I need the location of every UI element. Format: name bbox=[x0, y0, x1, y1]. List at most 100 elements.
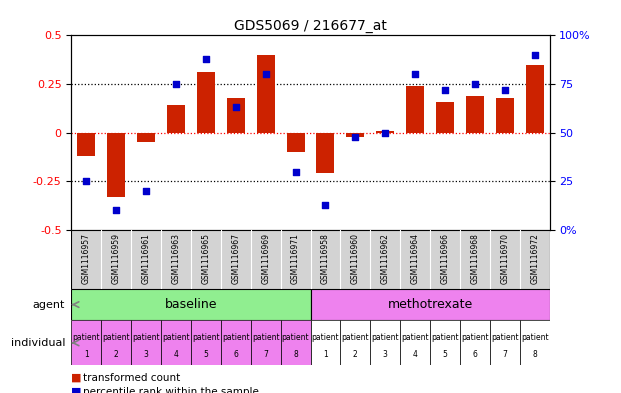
Text: patient: patient bbox=[73, 333, 100, 342]
FancyBboxPatch shape bbox=[281, 320, 310, 365]
Bar bbox=[197, 72, 215, 132]
FancyBboxPatch shape bbox=[400, 320, 430, 365]
Text: 5: 5 bbox=[443, 350, 447, 359]
Text: patient: patient bbox=[521, 333, 548, 342]
Text: GSM1116969: GSM1116969 bbox=[261, 233, 270, 284]
Text: patient: patient bbox=[102, 333, 130, 342]
Point bbox=[410, 71, 420, 77]
Text: patient: patient bbox=[312, 333, 339, 342]
Bar bbox=[286, 132, 304, 152]
Point bbox=[261, 71, 271, 77]
Bar bbox=[347, 132, 365, 136]
Text: patient: patient bbox=[431, 333, 459, 342]
Text: 1: 1 bbox=[84, 350, 89, 359]
Text: 8: 8 bbox=[293, 350, 298, 359]
Text: patient: patient bbox=[162, 333, 190, 342]
Text: 8: 8 bbox=[532, 350, 537, 359]
Text: patient: patient bbox=[461, 333, 489, 342]
Bar bbox=[137, 132, 155, 142]
Point bbox=[111, 207, 121, 213]
Text: patient: patient bbox=[342, 333, 369, 342]
Text: patient: patient bbox=[192, 333, 220, 342]
FancyBboxPatch shape bbox=[131, 320, 161, 365]
Point bbox=[171, 81, 181, 87]
FancyBboxPatch shape bbox=[251, 320, 281, 365]
Text: GSM1116962: GSM1116962 bbox=[381, 233, 390, 284]
Text: 1: 1 bbox=[323, 350, 328, 359]
Text: GSM1116963: GSM1116963 bbox=[171, 233, 181, 284]
Bar bbox=[376, 131, 394, 132]
Bar bbox=[406, 86, 424, 132]
Point bbox=[380, 129, 390, 136]
Text: GSM1116958: GSM1116958 bbox=[321, 233, 330, 284]
Bar bbox=[167, 105, 185, 132]
Text: patient: patient bbox=[132, 333, 160, 342]
Text: GSM1116961: GSM1116961 bbox=[142, 233, 151, 284]
Bar bbox=[436, 101, 454, 132]
Text: GSM1116972: GSM1116972 bbox=[530, 233, 539, 284]
Point bbox=[320, 202, 330, 208]
Text: patient: patient bbox=[371, 333, 399, 342]
Text: 7: 7 bbox=[263, 350, 268, 359]
Bar bbox=[525, 64, 543, 132]
Text: 2: 2 bbox=[114, 350, 119, 359]
Text: GSM1116959: GSM1116959 bbox=[112, 233, 120, 284]
Text: 5: 5 bbox=[204, 350, 208, 359]
FancyBboxPatch shape bbox=[161, 320, 191, 365]
Text: 7: 7 bbox=[502, 350, 507, 359]
Point bbox=[141, 188, 151, 194]
Bar bbox=[496, 97, 514, 132]
FancyBboxPatch shape bbox=[370, 320, 400, 365]
FancyBboxPatch shape bbox=[520, 320, 550, 365]
Text: percentile rank within the sample: percentile rank within the sample bbox=[83, 387, 258, 393]
Point bbox=[81, 178, 91, 184]
Bar bbox=[227, 97, 245, 132]
Bar bbox=[78, 132, 96, 156]
Text: 3: 3 bbox=[143, 350, 148, 359]
Text: GSM1116960: GSM1116960 bbox=[351, 233, 360, 284]
Point bbox=[470, 81, 480, 87]
FancyBboxPatch shape bbox=[71, 320, 101, 365]
Text: 4: 4 bbox=[413, 350, 417, 359]
Text: 3: 3 bbox=[383, 350, 388, 359]
FancyBboxPatch shape bbox=[71, 289, 310, 320]
Text: 2: 2 bbox=[353, 350, 358, 359]
Text: patient: patient bbox=[222, 333, 250, 342]
FancyBboxPatch shape bbox=[310, 320, 340, 365]
Text: baseline: baseline bbox=[165, 298, 217, 311]
Text: 6: 6 bbox=[233, 350, 238, 359]
FancyBboxPatch shape bbox=[490, 320, 520, 365]
FancyBboxPatch shape bbox=[221, 320, 251, 365]
Text: methotrexate: methotrexate bbox=[388, 298, 473, 311]
Point bbox=[231, 104, 241, 110]
FancyBboxPatch shape bbox=[340, 320, 370, 365]
Text: GSM1116965: GSM1116965 bbox=[201, 233, 211, 284]
Text: GSM1116971: GSM1116971 bbox=[291, 233, 300, 284]
Point bbox=[530, 51, 540, 58]
Text: patient: patient bbox=[252, 333, 279, 342]
Text: ■: ■ bbox=[71, 373, 86, 383]
Text: GSM1116970: GSM1116970 bbox=[501, 233, 509, 284]
Point bbox=[440, 87, 450, 93]
Text: GSM1116966: GSM1116966 bbox=[440, 233, 450, 284]
Text: GSM1116967: GSM1116967 bbox=[231, 233, 240, 284]
Point bbox=[500, 87, 510, 93]
FancyBboxPatch shape bbox=[460, 320, 490, 365]
Text: patient: patient bbox=[491, 333, 519, 342]
Text: patient: patient bbox=[282, 333, 309, 342]
Text: GSM1116964: GSM1116964 bbox=[410, 233, 420, 284]
FancyBboxPatch shape bbox=[430, 320, 460, 365]
FancyBboxPatch shape bbox=[310, 289, 550, 320]
Bar bbox=[107, 132, 125, 197]
Bar bbox=[71, 230, 550, 289]
FancyBboxPatch shape bbox=[191, 320, 221, 365]
Text: individual: individual bbox=[11, 338, 65, 348]
Text: 6: 6 bbox=[473, 350, 478, 359]
Text: 4: 4 bbox=[174, 350, 178, 359]
Bar bbox=[466, 95, 484, 132]
Bar bbox=[317, 132, 334, 173]
Bar bbox=[256, 55, 274, 132]
Text: GSM1116968: GSM1116968 bbox=[470, 233, 479, 284]
Text: transformed count: transformed count bbox=[83, 373, 180, 383]
Point bbox=[291, 168, 301, 174]
